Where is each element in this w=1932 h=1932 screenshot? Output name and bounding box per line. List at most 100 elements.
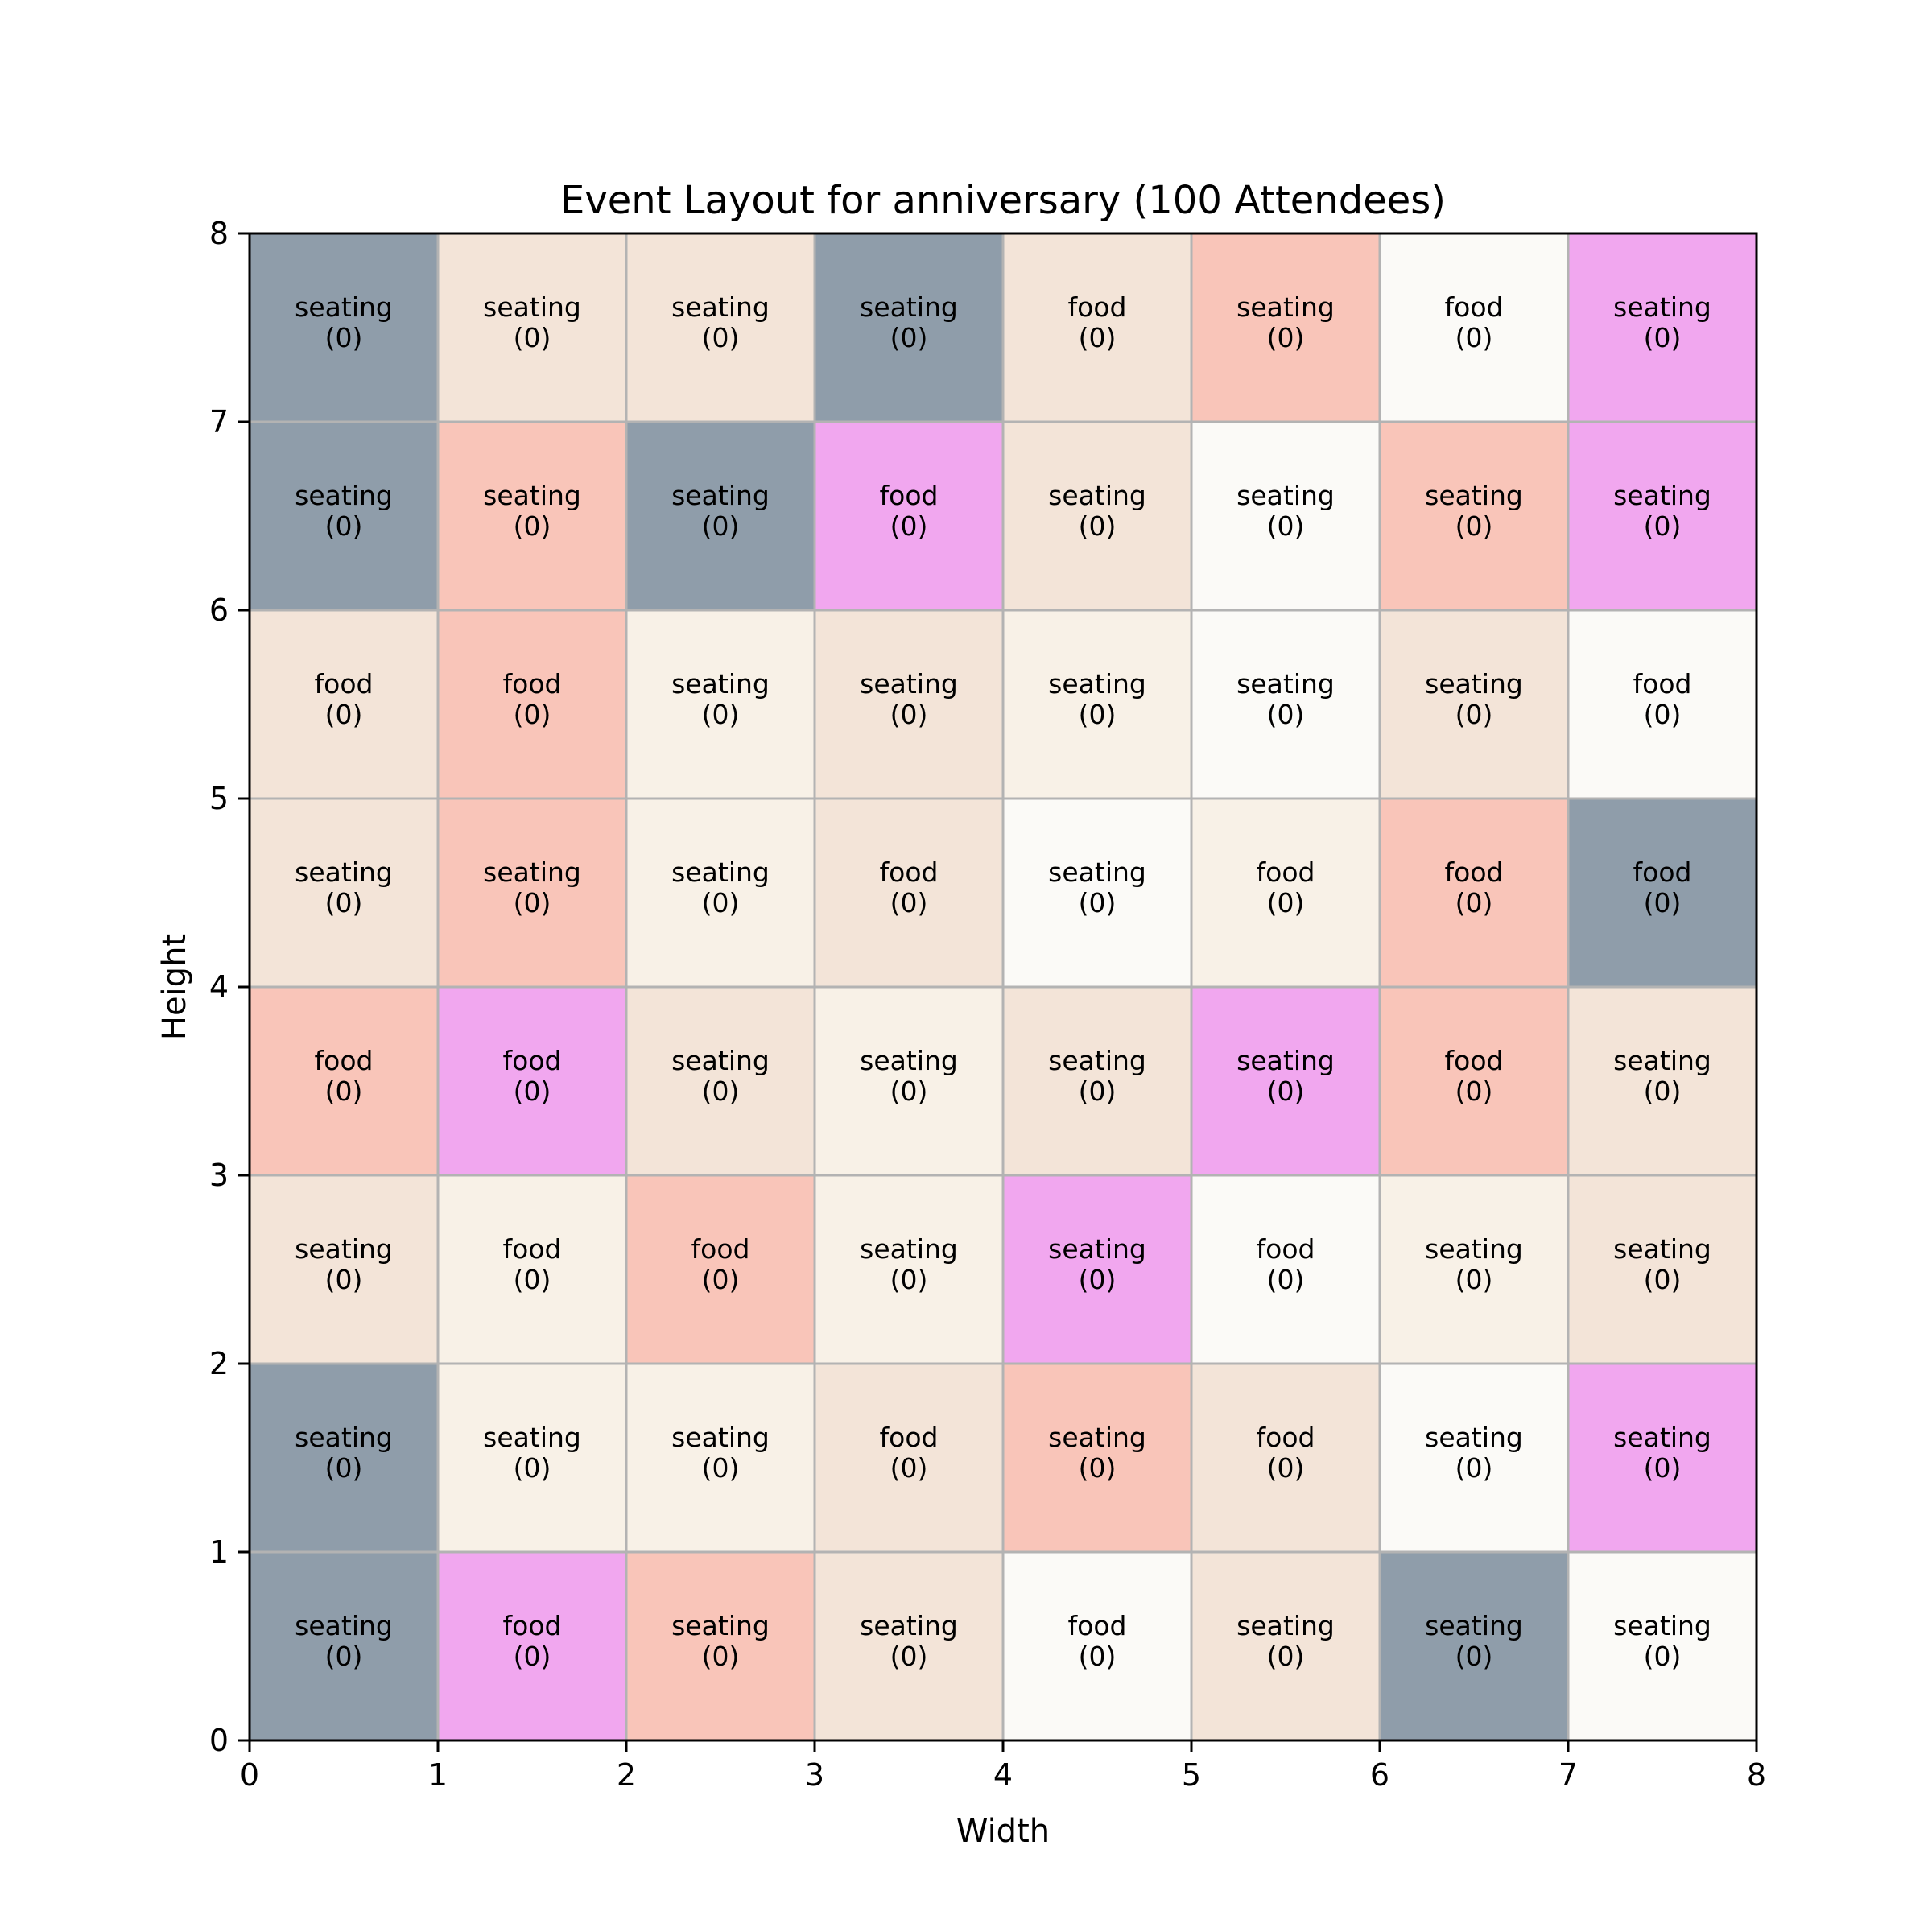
cell-count: (0) bbox=[325, 1641, 363, 1672]
cell-label: food bbox=[880, 857, 939, 888]
layout-cell bbox=[1190, 1362, 1381, 1554]
cell-count: (0) bbox=[1079, 699, 1117, 730]
layout-cell bbox=[248, 1362, 440, 1554]
cell-count: (0) bbox=[325, 1264, 363, 1295]
y-tick-label: 7 bbox=[209, 404, 229, 440]
layout-cell bbox=[436, 609, 628, 800]
layout-cell bbox=[1378, 1174, 1570, 1365]
cell-label: seating bbox=[671, 1610, 770, 1641]
cell-count: (0) bbox=[1079, 510, 1117, 542]
cell-count: (0) bbox=[890, 322, 928, 353]
cells-layer: seating(0)seating(0)seating(0)seating(0)… bbox=[248, 232, 1758, 1742]
layout-cell bbox=[1567, 1550, 1758, 1742]
cell-label: seating bbox=[860, 1610, 958, 1641]
layout-cell bbox=[1001, 1174, 1193, 1365]
cell-count: (0) bbox=[702, 1452, 740, 1484]
layout-cell bbox=[1567, 420, 1758, 612]
cell-count: (0) bbox=[1455, 1264, 1493, 1295]
cell-count: (0) bbox=[1079, 322, 1117, 353]
cell-label: seating bbox=[1425, 1422, 1523, 1453]
cell-count: (0) bbox=[514, 1641, 551, 1672]
layout-cell bbox=[1378, 985, 1570, 1177]
cell-count: (0) bbox=[1079, 1641, 1117, 1672]
cell-count: (0) bbox=[702, 1075, 740, 1107]
layout-cell bbox=[436, 1174, 628, 1365]
cell-label: food bbox=[315, 1045, 374, 1076]
cell-count: (0) bbox=[1644, 1641, 1682, 1672]
cell-label: food bbox=[880, 480, 939, 511]
cell-count: (0) bbox=[702, 699, 740, 730]
cell-count: (0) bbox=[890, 1075, 928, 1107]
cell-count: (0) bbox=[1644, 699, 1682, 730]
layout-cell bbox=[1567, 1174, 1758, 1365]
layout-cell bbox=[1378, 609, 1570, 800]
cell-label: seating bbox=[1048, 857, 1146, 888]
cell-label: seating bbox=[1236, 291, 1335, 323]
cell-count: (0) bbox=[1267, 510, 1305, 542]
cell-label: seating bbox=[1425, 480, 1523, 511]
layout-cell bbox=[1567, 985, 1758, 1177]
cell-count: (0) bbox=[514, 510, 551, 542]
cell-count: (0) bbox=[514, 1264, 551, 1295]
x-tick-label: 0 bbox=[240, 1757, 259, 1793]
y-tick-label: 1 bbox=[209, 1534, 229, 1570]
cell-label: food bbox=[1445, 857, 1504, 888]
cell-label: food bbox=[1068, 1610, 1127, 1641]
cell-label: seating bbox=[1236, 668, 1335, 700]
layout-cell bbox=[1190, 420, 1381, 612]
cell-label: seating bbox=[1048, 1045, 1146, 1076]
cell-label: seating bbox=[860, 1233, 958, 1265]
layout-cell bbox=[436, 232, 628, 423]
cell-label: food bbox=[691, 1233, 750, 1265]
layout-cell bbox=[625, 985, 816, 1177]
cell-count: (0) bbox=[1079, 1264, 1117, 1295]
cell-label: seating bbox=[671, 480, 770, 511]
cell-label: seating bbox=[1425, 1610, 1523, 1641]
cell-count: (0) bbox=[1644, 1264, 1682, 1295]
cell-label: seating bbox=[671, 668, 770, 700]
layout-cell bbox=[436, 1362, 628, 1554]
cell-label: food bbox=[1445, 291, 1504, 323]
layout-cell bbox=[436, 420, 628, 612]
cell-label: food bbox=[503, 668, 562, 700]
cell-label: seating bbox=[860, 668, 958, 700]
layout-cell bbox=[1001, 797, 1193, 989]
layout-cell bbox=[625, 1174, 816, 1365]
cell-label: seating bbox=[1613, 1045, 1711, 1076]
layout-cell bbox=[248, 797, 440, 989]
x-tick-label: 6 bbox=[1370, 1757, 1389, 1793]
x-axis-label: Width bbox=[956, 1813, 1050, 1850]
layout-cell bbox=[1001, 420, 1193, 612]
cell-count: (0) bbox=[1644, 510, 1682, 542]
cell-count: (0) bbox=[1455, 1452, 1493, 1484]
cell-label: seating bbox=[295, 480, 393, 511]
cell-label: seating bbox=[671, 291, 770, 323]
x-tick-label: 2 bbox=[617, 1757, 636, 1793]
layout-cell bbox=[813, 797, 1005, 989]
cell-label: seating bbox=[1236, 1610, 1335, 1641]
cell-count: (0) bbox=[325, 322, 363, 353]
cell-label: seating bbox=[860, 1045, 958, 1076]
cell-count: (0) bbox=[1267, 322, 1305, 353]
cell-count: (0) bbox=[1644, 1452, 1682, 1484]
cell-label: food bbox=[1257, 857, 1315, 888]
layout-cell bbox=[1001, 1362, 1193, 1554]
cell-count: (0) bbox=[1644, 1075, 1682, 1107]
layout-cell bbox=[1190, 1174, 1381, 1365]
layout-cell bbox=[625, 1550, 816, 1742]
cell-count: (0) bbox=[890, 1452, 928, 1484]
cell-label: food bbox=[503, 1610, 562, 1641]
cell-count: (0) bbox=[1267, 1641, 1305, 1672]
cell-label: food bbox=[315, 668, 374, 700]
layout-cell bbox=[1378, 797, 1570, 989]
cell-label: seating bbox=[295, 857, 393, 888]
y-tick-label: 4 bbox=[209, 969, 229, 1005]
cell-label: seating bbox=[1048, 1422, 1146, 1453]
cell-label: seating bbox=[1613, 291, 1711, 323]
cell-label: seating bbox=[1613, 480, 1711, 511]
cell-count: (0) bbox=[702, 1641, 740, 1672]
cell-count: (0) bbox=[1455, 887, 1493, 919]
layout-cell bbox=[1190, 985, 1381, 1177]
cell-label: seating bbox=[483, 480, 581, 511]
